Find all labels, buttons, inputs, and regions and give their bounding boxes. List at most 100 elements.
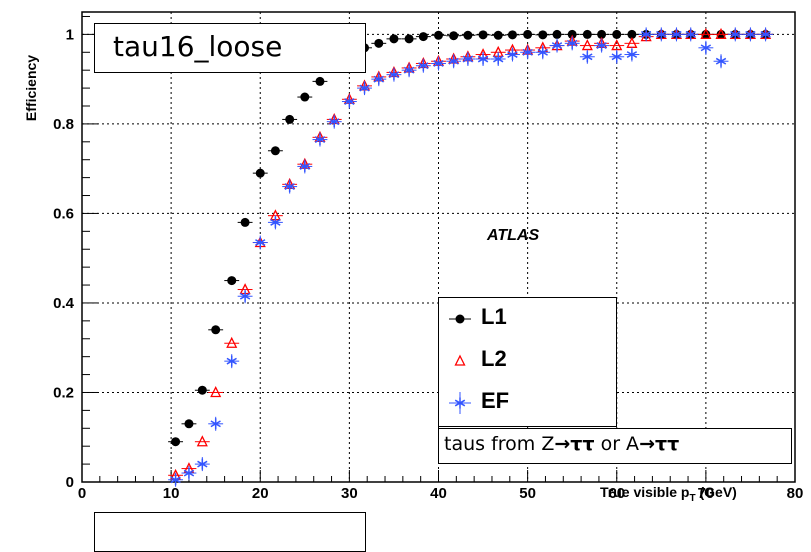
data-point <box>434 30 443 40</box>
y-tick-label: 1 <box>66 26 74 43</box>
tick-labels: 0 10 20 30 40 50 60 70 80 0 0.2 0.4 0.6 0.8 1 <box>53 26 803 502</box>
data-marks <box>168 27 774 487</box>
data-point <box>522 46 533 58</box>
data-point <box>404 34 414 44</box>
data-point <box>581 39 593 51</box>
data-point <box>418 32 428 42</box>
atlas-label: ATLAS <box>487 227 540 244</box>
data-point <box>285 114 295 124</box>
y-tick-label: 0.6 <box>53 205 74 222</box>
data-point <box>597 29 607 39</box>
data-point <box>270 146 280 156</box>
data-point <box>227 276 237 286</box>
data-point <box>239 290 251 302</box>
data-point <box>240 217 250 227</box>
x-tick-label: 20 <box>252 485 269 502</box>
data-point <box>685 28 696 40</box>
data-point <box>640 28 652 40</box>
x-tick-label: 50 <box>519 485 536 502</box>
axis-ticks <box>81 15 796 483</box>
x-axis-title: True visible pT (GeV) <box>600 484 737 504</box>
data-point <box>270 216 281 228</box>
data-point <box>183 467 195 479</box>
data-point <box>210 418 221 430</box>
data-point <box>745 28 756 40</box>
data-point <box>403 64 415 76</box>
empty-label-box <box>94 512 366 552</box>
data-point <box>552 29 562 39</box>
data-point <box>700 42 712 54</box>
data-point <box>284 181 295 193</box>
x-tick-label: 10 <box>163 485 180 502</box>
data-point <box>700 27 712 40</box>
data-point <box>671 28 682 40</box>
data-point <box>171 437 181 447</box>
data-point <box>418 60 429 72</box>
data-point <box>300 92 310 102</box>
y-axis-title: Efficiency <box>23 55 39 121</box>
data-point <box>730 28 741 40</box>
process-note-text: taus from Z→ττ or A→ττ <box>444 433 680 455</box>
data-point <box>596 40 607 52</box>
data-point <box>507 49 518 61</box>
data-point <box>255 168 265 178</box>
data-point <box>374 38 384 48</box>
data-point <box>462 53 474 65</box>
data-point <box>760 28 771 40</box>
process-note: taus from Z→ττ or A→ττ <box>438 428 792 464</box>
data-point <box>170 474 181 486</box>
data-point <box>656 28 667 40</box>
y-tick-label: 0 <box>66 474 74 491</box>
data-point <box>507 30 517 40</box>
data-point <box>226 336 238 348</box>
x-tick-label: 80 <box>787 485 804 502</box>
title-box: tau16_loose <box>94 23 366 73</box>
data-point <box>389 34 399 44</box>
data-point <box>538 30 548 40</box>
chart-title: tau16_loose <box>113 30 283 63</box>
data-point <box>373 73 384 85</box>
data-point <box>567 37 578 49</box>
data-point <box>537 46 548 58</box>
data-point <box>715 27 727 40</box>
data-point <box>582 29 592 39</box>
data-point <box>388 69 400 81</box>
data-point <box>493 30 503 40</box>
y-tick-label: 0.8 <box>53 116 74 133</box>
x-tick-label: 30 <box>341 485 358 502</box>
legend-label-l1: L1 <box>481 304 507 329</box>
data-point <box>255 237 266 249</box>
x-tick-label: 40 <box>430 485 447 502</box>
data-point <box>612 29 622 39</box>
series-ef <box>168 27 774 487</box>
data-point <box>611 39 623 51</box>
data-point <box>315 76 325 86</box>
legend-entry-l1: L1 <box>439 300 616 338</box>
data-point <box>184 419 194 429</box>
x-axis-title-subscript: T <box>689 493 695 504</box>
data-point <box>197 385 207 395</box>
legend-entry-l2: L2 <box>439 342 616 380</box>
data-point <box>715 55 727 67</box>
data-point <box>567 29 577 39</box>
data-point <box>449 31 459 41</box>
data-point <box>299 160 310 172</box>
star-marker-icon <box>449 392 471 414</box>
data-point <box>463 30 473 40</box>
y-tick-label: 0.4 <box>53 295 75 312</box>
y-tick-label: 0.2 <box>53 384 74 401</box>
data-point <box>551 40 563 52</box>
data-point <box>626 49 638 61</box>
data-point <box>493 53 504 65</box>
data-point <box>359 82 370 94</box>
data-point <box>196 435 208 447</box>
data-point <box>211 325 221 335</box>
data-point <box>448 55 459 67</box>
triangle-marker-icon <box>454 354 466 366</box>
x-tick-label: 70 <box>698 485 715 502</box>
circle-marker-icon <box>449 314 471 324</box>
data-point <box>582 51 593 63</box>
x-tick-label: 0 <box>78 485 86 502</box>
data-point <box>611 51 622 63</box>
data-point <box>477 53 489 65</box>
